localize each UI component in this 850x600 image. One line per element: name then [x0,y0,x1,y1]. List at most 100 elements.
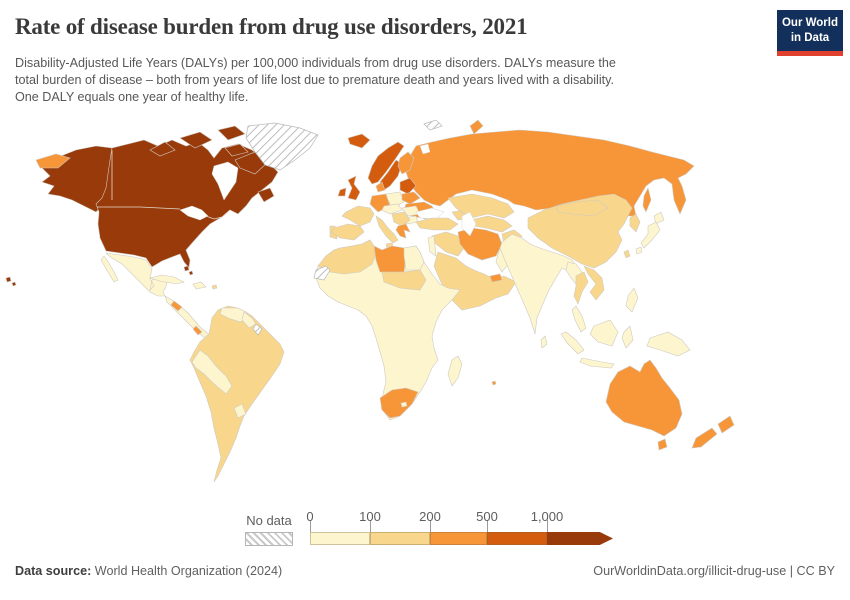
map-region[interactable] [621,325,634,349]
map-region[interactable] [381,269,427,291]
legend-tick [370,520,371,532]
map-region[interactable] [381,203,403,215]
map-region[interactable] [105,252,168,297]
map-region[interactable] [625,287,639,313]
map-region[interactable] [657,438,668,451]
map-region[interactable] [447,193,515,219]
map-region[interactable] [571,305,587,333]
map-region[interactable] [313,265,331,281]
map-region[interactable] [400,401,408,408]
map-region[interactable] [224,143,249,157]
map-region[interactable] [191,349,233,395]
map-region[interactable] [605,359,683,437]
map-region[interactable] [100,255,119,283]
map-region[interactable] [583,265,605,301]
map-region[interactable] [646,331,691,357]
map-region[interactable] [717,415,735,434]
map-region[interactable] [170,300,183,312]
no-data-label: No data [246,513,292,528]
black-sea [415,207,445,220]
world-map[interactable] [0,120,850,512]
map-region[interactable] [415,217,459,231]
map-region[interactable] [211,284,218,290]
map-region[interactable] [405,129,695,217]
map-region[interactable] [447,355,463,387]
map-region[interactable] [252,323,263,336]
map-region[interactable] [635,246,643,255]
legend-tick [310,520,311,532]
map-region[interactable] [257,187,275,203]
map-region[interactable] [347,133,371,149]
map-region[interactable] [341,205,375,227]
map-region[interactable] [330,223,365,241]
map-region[interactable] [589,319,619,347]
map-region[interactable] [5,276,12,283]
legend-bucket-swatch[interactable] [430,532,487,545]
map-region[interactable] [375,181,386,193]
map-region[interactable] [640,221,661,249]
map-region[interactable] [403,245,425,271]
map-region[interactable] [491,380,497,386]
map-region[interactable] [469,120,484,135]
map-region[interactable] [217,125,246,141]
map-region[interactable] [192,325,203,336]
legend-bucket-swatch-arrow[interactable] [547,532,613,545]
map-region[interactable] [241,311,257,329]
map-region[interactable] [623,249,631,259]
legend-bucket-swatch[interactable] [310,532,370,545]
map-region[interactable] [629,213,641,233]
map-region[interactable] [560,331,585,355]
map-region[interactable] [642,187,652,213]
caspian-sea [461,211,477,237]
map-region[interactable] [527,193,633,269]
map-region[interactable] [347,175,361,201]
map-region[interactable] [183,265,190,272]
map-region[interactable] [499,233,577,335]
map-region[interactable] [573,271,589,305]
map-region[interactable] [397,151,415,175]
map-region[interactable] [188,270,194,276]
legend-bucket-swatch[interactable] [370,532,430,545]
no-data-swatch[interactable] [245,532,293,546]
map-region[interactable] [395,223,411,239]
chart-subtitle: Disability-Adjusted Life Years (DALYs) p… [15,55,745,106]
legend-tick-label: 100 [359,509,381,524]
owid-logo[interactable]: Our World in Data [777,10,843,51]
map-region[interactable] [245,122,319,171]
map-region[interactable] [164,295,212,341]
map-region[interactable] [11,281,17,287]
map-region[interactable] [423,120,443,131]
map-region[interactable] [391,211,411,227]
map-region[interactable] [148,274,185,285]
map-region[interactable] [399,177,417,195]
white-sea [419,143,431,155]
legend-bucket-swatch[interactable] [487,532,547,545]
map-region[interactable] [427,235,437,257]
map-region[interactable] [367,141,405,185]
map-region[interactable] [555,199,609,217]
license-link[interactable]: OurWorldinData.org/illicit-drug-use | CC… [593,564,835,578]
legend-tick [547,520,548,532]
map-region[interactable] [579,357,615,369]
map-region[interactable] [379,387,419,419]
map-region[interactable] [431,231,465,257]
map-region[interactable] [375,215,399,244]
map-region[interactable] [489,273,503,283]
map-region[interactable] [233,403,247,419]
map-region[interactable] [540,335,548,349]
map-region[interactable] [337,187,347,197]
legend-tick [487,520,488,532]
map-region[interactable] [653,211,665,225]
map-region[interactable] [401,191,421,205]
map-region[interactable] [317,239,377,275]
map-region[interactable] [373,245,407,273]
map-region[interactable] [149,141,176,157]
map-region[interactable] [35,153,71,169]
map-region[interactable] [189,305,285,483]
map-region[interactable] [469,215,513,233]
map-region[interactable] [179,131,213,149]
map-region[interactable] [457,227,503,261]
map-region[interactable] [691,427,718,449]
map-region[interactable] [192,281,207,290]
